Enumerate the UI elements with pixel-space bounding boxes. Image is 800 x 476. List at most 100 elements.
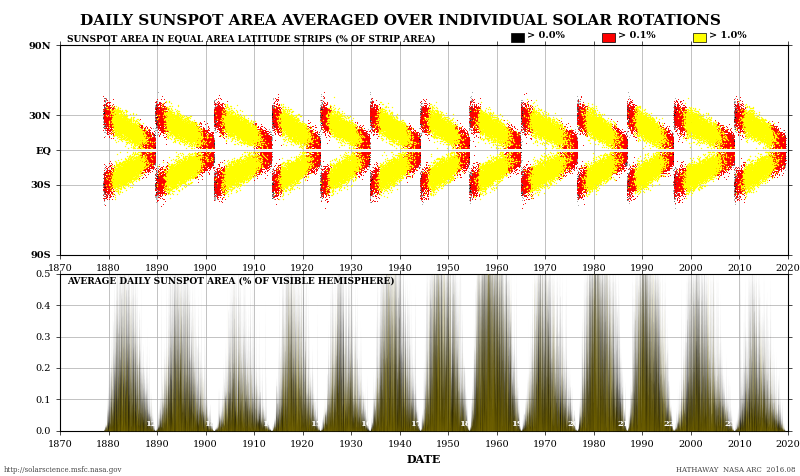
Point <box>365 183 378 191</box>
Point <box>294 137 306 144</box>
Point <box>289 167 302 175</box>
Point <box>597 167 610 175</box>
Point <box>775 132 788 139</box>
Point <box>291 138 304 145</box>
Point <box>448 128 461 136</box>
Point <box>415 177 428 184</box>
Point <box>131 163 144 171</box>
Point <box>377 179 390 187</box>
Point <box>482 127 494 135</box>
Point <box>290 121 303 129</box>
Point <box>109 174 122 182</box>
Point <box>646 165 658 173</box>
Point <box>492 129 505 137</box>
Point <box>266 170 278 178</box>
Point <box>212 185 225 193</box>
Point <box>167 169 180 177</box>
Point <box>487 166 500 174</box>
Point <box>430 121 443 129</box>
Point <box>294 140 306 148</box>
Point <box>440 170 453 178</box>
Point <box>688 167 701 174</box>
Point <box>343 160 356 168</box>
Point <box>766 149 779 157</box>
Point <box>313 158 326 165</box>
Point <box>681 127 694 135</box>
Point <box>305 134 318 141</box>
Point <box>578 104 590 111</box>
Point <box>702 167 715 175</box>
Point <box>264 141 277 149</box>
Point <box>550 127 562 135</box>
Point <box>131 129 144 137</box>
Point <box>262 151 275 159</box>
Point <box>300 167 313 175</box>
Point <box>582 175 594 183</box>
Point <box>113 114 126 121</box>
Point <box>298 134 311 142</box>
Point <box>342 162 354 169</box>
Point <box>684 178 697 185</box>
Point <box>384 125 397 132</box>
Point <box>240 162 253 169</box>
Point <box>256 152 269 160</box>
Point <box>524 188 537 196</box>
Point <box>170 119 182 127</box>
Point <box>680 184 693 192</box>
Point <box>173 168 186 176</box>
Point <box>142 142 154 149</box>
Point <box>686 170 698 178</box>
Point <box>640 130 653 138</box>
Point <box>730 114 743 121</box>
Point <box>295 162 308 170</box>
Point <box>448 154 461 161</box>
Point <box>373 182 386 190</box>
Point <box>548 132 561 139</box>
Point <box>291 176 304 183</box>
Point <box>588 121 601 129</box>
Point <box>490 134 503 142</box>
Point <box>523 175 536 183</box>
Point <box>205 141 218 149</box>
Point <box>290 171 303 179</box>
Point <box>117 124 130 132</box>
Point <box>632 118 645 126</box>
Point <box>682 104 695 111</box>
Point <box>650 136 663 143</box>
Point <box>177 119 190 127</box>
Point <box>590 129 603 136</box>
Point <box>154 180 166 188</box>
Point <box>777 144 790 151</box>
Point <box>511 136 524 144</box>
Point <box>327 178 340 185</box>
Point <box>464 112 477 119</box>
Point <box>718 123 730 131</box>
Point <box>228 119 241 127</box>
Point <box>482 128 494 135</box>
Point <box>452 128 465 135</box>
Point <box>498 140 511 148</box>
Point <box>647 168 660 175</box>
Point <box>169 162 182 170</box>
Point <box>550 153 563 161</box>
Point <box>155 176 168 183</box>
Point <box>186 122 199 129</box>
Point <box>692 131 705 139</box>
Point <box>434 120 446 128</box>
Point <box>454 135 467 142</box>
Point <box>574 109 587 117</box>
Point <box>490 169 503 177</box>
Point <box>168 177 181 185</box>
Point <box>578 115 590 123</box>
Point <box>414 125 427 132</box>
Point <box>224 178 237 186</box>
Point <box>242 161 254 169</box>
Point <box>178 129 190 136</box>
Point <box>480 172 493 180</box>
Point <box>297 130 310 138</box>
Point <box>432 166 445 174</box>
Point <box>733 179 746 187</box>
Point <box>760 128 773 135</box>
Point <box>598 168 611 175</box>
Point <box>110 169 123 177</box>
